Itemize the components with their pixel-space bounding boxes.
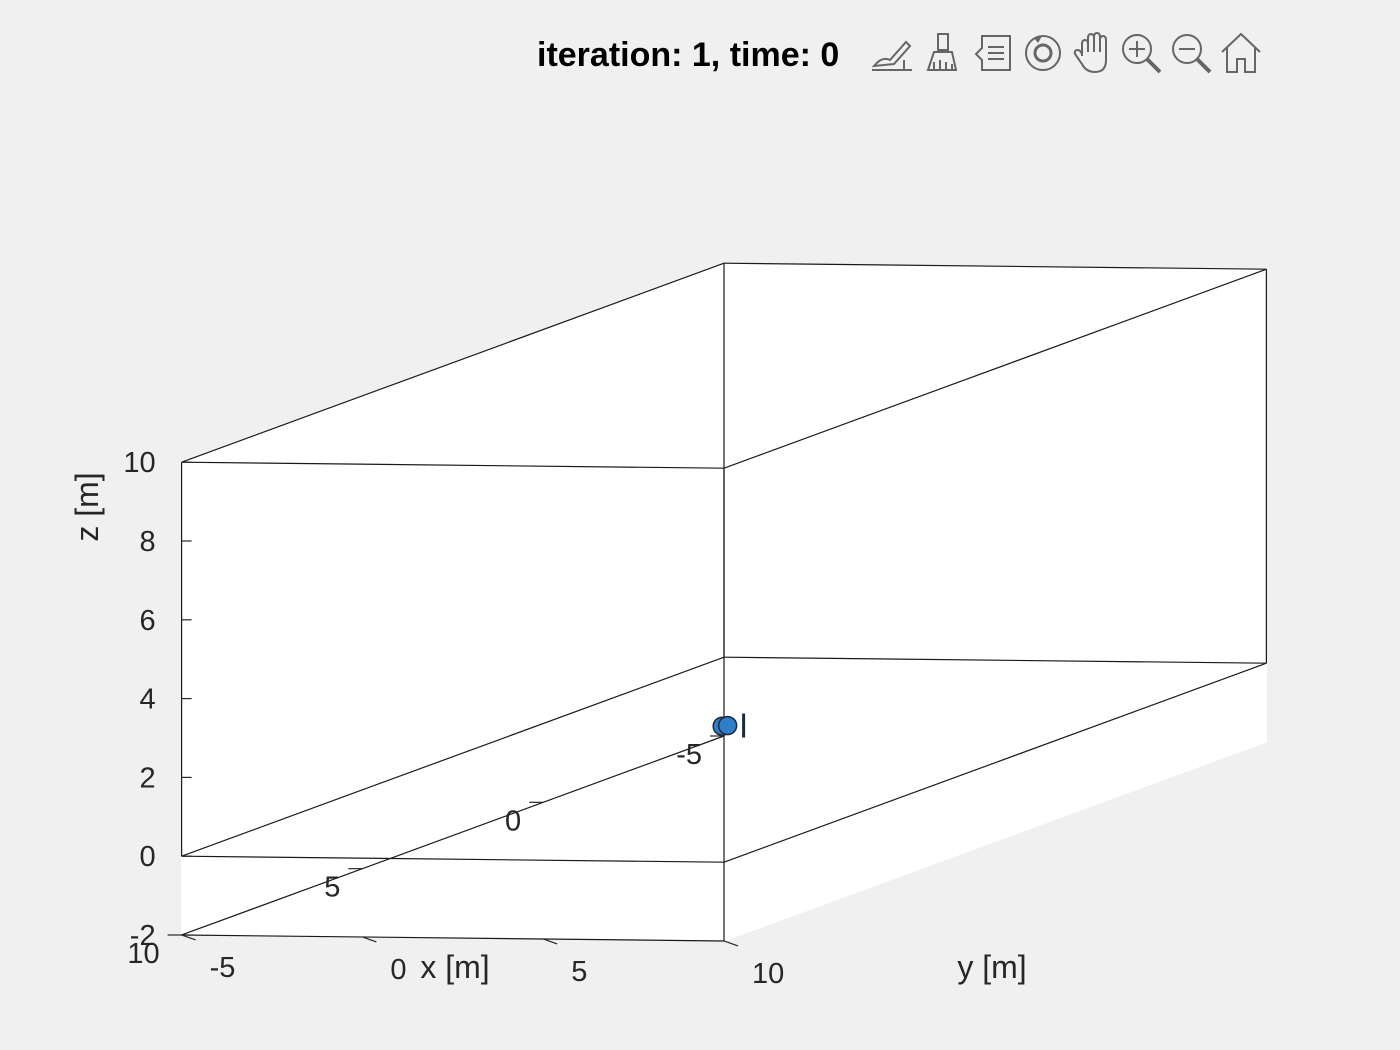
data-tips-icon[interactable] [970,30,1016,76]
chart-title: iteration: 1, time: 0 [537,36,839,74]
x-tick-label: 0 [505,805,521,837]
y-tick-label: 0 [390,954,406,986]
axis-ticks [167,461,739,947]
zoom-in-icon[interactable] [1118,30,1164,76]
box-edge [181,934,725,942]
y-axis-tick-labels: -5 0 5 10 [210,952,785,990]
y-axis-label: y [m] [957,949,1026,985]
tick-mark [542,938,558,945]
axes-box [181,262,1268,942]
z-axis-tick-labels: -2 0 2 4 6 8 10 [123,447,155,952]
x-axis-tick-labels: -5 0 5 10 [127,739,702,970]
data-markers [712,713,746,738]
x-tick-label: 5 [324,872,340,904]
box-edge [181,855,725,863]
box-edge [181,262,725,463]
home-restore-icon[interactable] [1218,30,1264,76]
x-tick-label: 10 [127,938,159,970]
z-axis-label: z [m] [69,472,105,541]
tick-mark [723,940,739,947]
box-edge [181,735,725,936]
y-tick-label: 10 [752,958,784,990]
z-tick-label: 4 [139,684,155,716]
plot-face [723,262,1267,743]
box-edge [723,662,1267,863]
zoom-out-icon[interactable] [1168,30,1214,76]
x-tick-label: -5 [676,739,702,771]
pan-hand-icon[interactable] [1070,30,1116,76]
box-edge [181,461,725,469]
tick-mark [181,934,196,941]
y-tick-label: 5 [571,956,587,988]
x-axis-label: x [m] [420,949,489,985]
export-icon[interactable] [868,30,914,76]
box-edge [723,262,1267,270]
z-tick-label: 2 [139,762,155,794]
tick-mark [362,936,377,943]
z-tick-label: 6 [139,605,155,637]
box-edge [181,656,725,857]
y-tick-label: -5 [210,952,236,984]
z-tick-label: 8 [139,526,155,558]
z-tick-label: -2 [130,920,156,952]
z-tick-label: 10 [123,447,155,479]
box-edge [723,268,1267,469]
rotate-3d-icon[interactable] [1020,30,1066,76]
brush-icon[interactable] [920,30,966,76]
axes-toolbar [868,30,1264,76]
data-point [717,715,738,736]
z-tick-label: 0 [139,841,155,873]
box-edge [723,656,1267,664]
